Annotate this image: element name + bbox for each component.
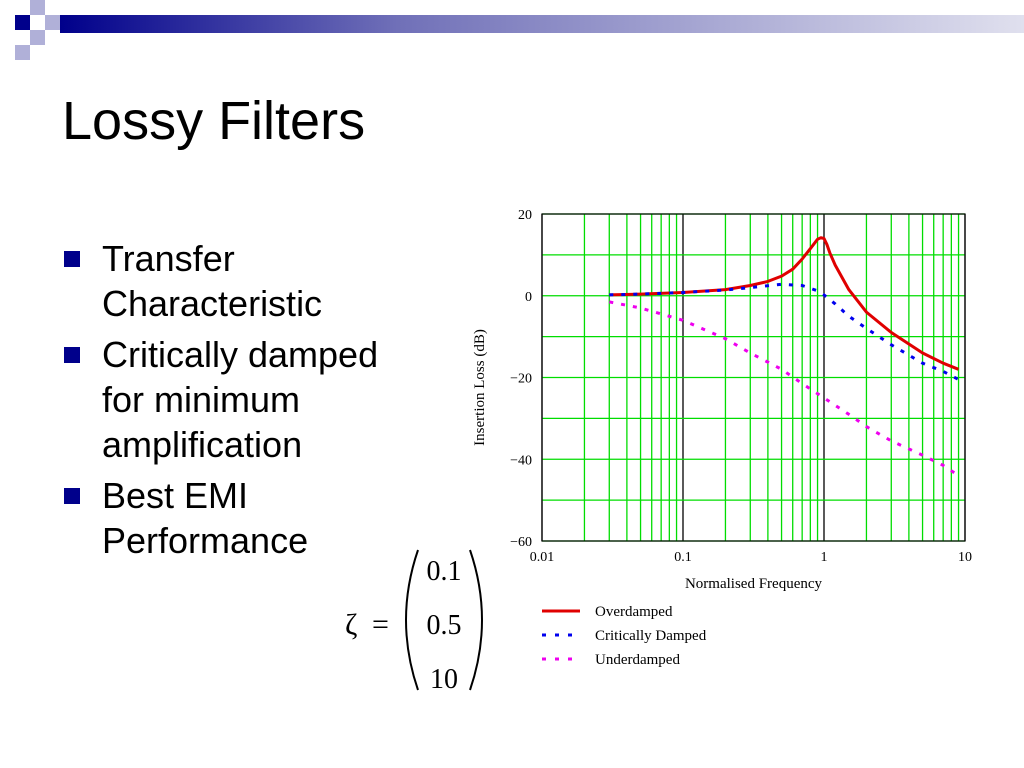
bullet-item: Best EMI Performance	[62, 473, 482, 563]
deco-square-light	[15, 45, 30, 60]
header-gradient-bar	[60, 15, 1024, 33]
plot-frame	[541, 213, 966, 542]
damping-ratio-equation: ζ = 0.1 0.5 10	[345, 549, 483, 695]
bullet-text: Transfer Characteristic	[102, 238, 323, 324]
x-tick-label: 0.01	[530, 550, 555, 565]
y-axis-label: Insertion Loss (dB)	[472, 329, 488, 446]
series-line-overdamped	[609, 236, 960, 371]
zeta-value: 0.1	[427, 556, 462, 587]
chart-grid	[541, 213, 966, 542]
y-tick-label: 20	[518, 208, 532, 223]
legend-label: Underdamped	[595, 652, 680, 668]
slide-header-decoration	[0, 0, 1024, 60]
left-paren	[405, 549, 419, 691]
x-tick-label: 1	[821, 550, 828, 565]
zeta-symbol: ζ	[345, 608, 357, 641]
x-axis-label: Normalised Frequency	[685, 576, 823, 592]
x-tick-label: 0.1	[674, 550, 692, 565]
bullet-item: Transfer Characteristic	[62, 236, 482, 326]
bullet-item: Critically damped for minimum amplificat…	[62, 332, 482, 467]
equals-sign: =	[372, 608, 389, 641]
slide-title: Lossy Filters	[62, 91, 366, 151]
chart-legend: Overdamped Critically Damped Underdamped	[542, 604, 707, 668]
insertion-loss-chart: 0.01 0.1 1 10 20 0 −20 −40 −60 Normalised Freque…	[472, 208, 972, 668]
deco-square-light	[30, 0, 45, 15]
square-bullet-icon	[64, 347, 80, 363]
square-bullet-icon	[64, 488, 80, 504]
x-tick-label: 10	[958, 550, 972, 565]
legend-label: Overdamped	[595, 604, 673, 620]
square-bullet-icon	[64, 251, 80, 267]
y-tick-label: −20	[510, 372, 532, 387]
right-paren	[469, 549, 483, 691]
zeta-value: 10	[430, 664, 458, 695]
y-tick-label: 0	[525, 290, 532, 305]
deco-square-dark	[15, 15, 30, 30]
bullet-text: Critically damped for minimum amplificat…	[102, 334, 379, 465]
deco-square-light	[45, 15, 60, 30]
y-tick-label: −60	[510, 535, 532, 550]
y-tick-label: −40	[510, 453, 532, 468]
bullet-text: Best EMI Performance	[102, 475, 309, 561]
chart-series	[609, 236, 960, 477]
zeta-value: 0.5	[427, 610, 462, 641]
chart-ticks: 0.01 0.1 1 10 20 0 −20 −40 −60	[510, 208, 972, 565]
legend-label: Critically Damped	[595, 628, 707, 644]
deco-square-light	[30, 30, 45, 45]
bullet-list: Transfer Characteristic Critically dampe…	[62, 236, 482, 569]
